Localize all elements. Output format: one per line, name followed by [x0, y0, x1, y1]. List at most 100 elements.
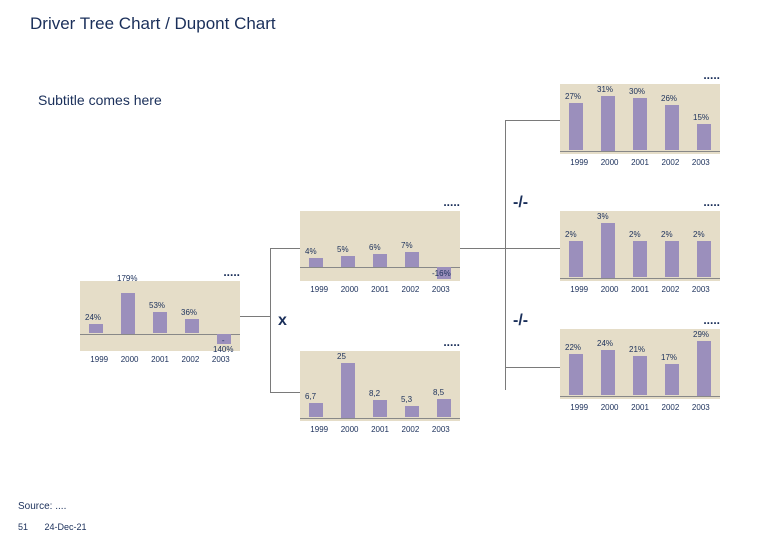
x-label: 1999	[84, 355, 114, 364]
chart-chart2: .....4%5%6%7%-16%19992000200120022003	[300, 195, 460, 294]
bar	[341, 363, 355, 418]
bar	[405, 406, 419, 418]
bar-label: 2%	[693, 230, 705, 239]
source-line: Source: ....	[18, 501, 66, 512]
chart-box: 27%31%30%26%15%	[560, 84, 720, 154]
bar-label: 2%	[565, 230, 577, 239]
x-label: 2002	[175, 355, 205, 364]
x-axis: 19992000200120022003	[300, 425, 460, 434]
bar-label: 31%	[597, 85, 613, 94]
x-label: 1999	[304, 285, 334, 294]
x-label: 2000	[114, 355, 144, 364]
page-title: Driver Tree Chart / Dupont Chart	[30, 14, 276, 34]
x-axis: 19992000200120022003	[560, 403, 720, 412]
bar	[633, 98, 647, 151]
connector	[505, 120, 506, 390]
x-label: 2001	[625, 403, 655, 412]
bar	[373, 254, 387, 267]
connector	[460, 248, 505, 249]
x-label: 2003	[426, 425, 456, 434]
x-label: 2003	[686, 158, 716, 167]
bar-label: 4%	[305, 247, 317, 256]
connector	[270, 248, 271, 393]
chart-box: 24%179%53%36%-140%	[80, 281, 240, 351]
bar-label: 179%	[117, 274, 137, 283]
bar-label: 6,7	[305, 392, 316, 401]
x-label: 1999	[564, 158, 594, 167]
chart-chart4: .....27%31%30%26%15%19992000200120022003	[560, 68, 720, 167]
bar-label: 3%	[597, 212, 609, 221]
chart-chart5: .....2%3%2%2%2%19992000200120022003	[560, 195, 720, 294]
x-label: 2003	[206, 355, 236, 364]
footer: 51 24-Dec-21	[18, 522, 87, 532]
x-label: 2002	[655, 285, 685, 294]
bar	[121, 293, 135, 334]
x-label: 2001	[625, 158, 655, 167]
bar	[373, 400, 387, 418]
x-label: 2000	[594, 158, 624, 167]
x-label: 2000	[334, 425, 364, 434]
bar	[185, 319, 199, 334]
bar-label: 36%	[181, 308, 197, 317]
bar-label: 29%	[693, 330, 709, 339]
bar-label: 24%	[597, 339, 613, 348]
chart-chart6: .....22%24%21%17%29%19992000200120022003	[560, 313, 720, 412]
bar	[341, 256, 355, 267]
chart-chart1: .....24%179%53%36%-140%19992000200120022…	[80, 265, 240, 364]
operator-x: x	[278, 312, 287, 330]
x-axis: 19992000200120022003	[560, 158, 720, 167]
chart-chart3: .....6,7258,25,38,519992000200120022003	[300, 335, 460, 434]
x-axis: 19992000200120022003	[560, 285, 720, 294]
chart-title: .....	[300, 195, 460, 209]
bar	[633, 241, 647, 277]
x-label: 2003	[426, 285, 456, 294]
chart-box: 4%5%6%7%-16%	[300, 211, 460, 281]
bar-label: -16%	[432, 269, 451, 278]
x-label: 2001	[365, 425, 395, 434]
page-subtitle: Subtitle comes here	[38, 92, 162, 108]
x-label: 2002	[395, 425, 425, 434]
bar-label: 8,5	[433, 388, 444, 397]
bar	[89, 324, 103, 334]
bar-label: 5%	[337, 245, 349, 254]
bar	[569, 241, 583, 277]
bar	[697, 341, 711, 396]
operator-minus2: -/-	[513, 312, 528, 330]
x-label: 1999	[304, 425, 334, 434]
bar	[405, 252, 419, 267]
bar-label: 5,3	[401, 395, 412, 404]
bar-label: 27%	[565, 92, 581, 101]
connector	[505, 120, 560, 121]
connector	[505, 367, 560, 368]
bar-label: 25	[337, 352, 346, 361]
chart-title: .....	[80, 265, 240, 279]
x-label: 1999	[564, 285, 594, 294]
x-label: 2001	[365, 285, 395, 294]
bar-label: 6%	[369, 243, 381, 252]
bar-label: 21%	[629, 345, 645, 354]
bar	[153, 312, 167, 333]
bar-label: 30%	[629, 87, 645, 96]
connector	[270, 248, 300, 249]
chart-box: 22%24%21%17%29%	[560, 329, 720, 399]
footer-date: 24-Dec-21	[45, 522, 87, 532]
bar	[665, 241, 679, 277]
chart-title: .....	[560, 195, 720, 209]
bar	[601, 96, 615, 151]
bar	[437, 399, 451, 418]
x-label: 2000	[594, 403, 624, 412]
bar	[665, 105, 679, 151]
x-label: 1999	[564, 403, 594, 412]
chart-box: 2%3%2%2%2%	[560, 211, 720, 281]
bar	[697, 124, 711, 150]
bar	[569, 354, 583, 395]
x-axis: 19992000200120022003	[300, 285, 460, 294]
x-label: 2000	[334, 285, 364, 294]
connector	[505, 248, 560, 249]
bar-label: 26%	[661, 94, 677, 103]
chart-title: .....	[300, 335, 460, 349]
x-label: 2002	[655, 158, 685, 167]
connector	[270, 392, 300, 393]
bar	[309, 258, 323, 267]
bar-label: 22%	[565, 343, 581, 352]
